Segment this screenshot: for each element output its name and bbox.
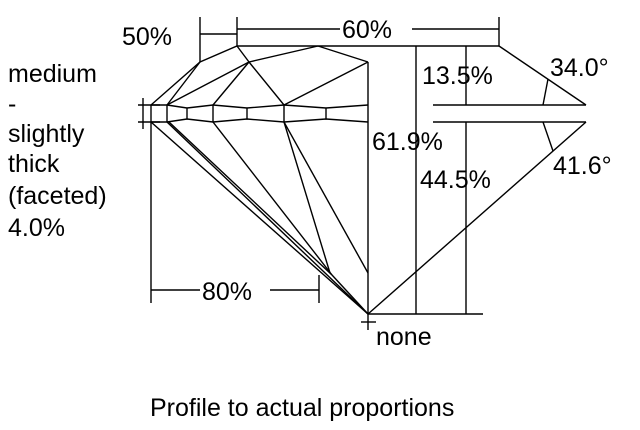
diamond-right-half bbox=[361, 45, 587, 330]
pavilion-depth-label: 44.5% bbox=[420, 166, 491, 194]
girdle-label-line: thick bbox=[8, 150, 60, 178]
girdle-label-line: - bbox=[8, 90, 16, 118]
crown-height-label: 13.5% bbox=[422, 62, 493, 90]
pavilion-angle-label: 41.6° bbox=[553, 152, 612, 180]
dimension-lines bbox=[150, 17, 500, 303]
girdle-label-line: (faceted) bbox=[8, 182, 107, 210]
caption: Profile to actual proportions bbox=[150, 394, 454, 422]
girdle-label-line: slightly bbox=[8, 120, 85, 148]
table-percent-label: 60% bbox=[342, 16, 392, 44]
crown-height-ratio-label: 50% bbox=[122, 23, 172, 51]
crown-angle-label: 34.0° bbox=[550, 54, 609, 82]
girdle-label-line: medium bbox=[8, 60, 97, 88]
total-depth-label: 61.9% bbox=[372, 128, 443, 156]
diamond-left-half bbox=[138, 45, 499, 315]
girdle-label: medium - slightly thick (faceted) 4.0% bbox=[8, 60, 107, 242]
girdle-label-line: 4.0% bbox=[8, 214, 65, 242]
lower-half-label: 80% bbox=[202, 278, 252, 306]
culet-label: none bbox=[376, 323, 432, 351]
